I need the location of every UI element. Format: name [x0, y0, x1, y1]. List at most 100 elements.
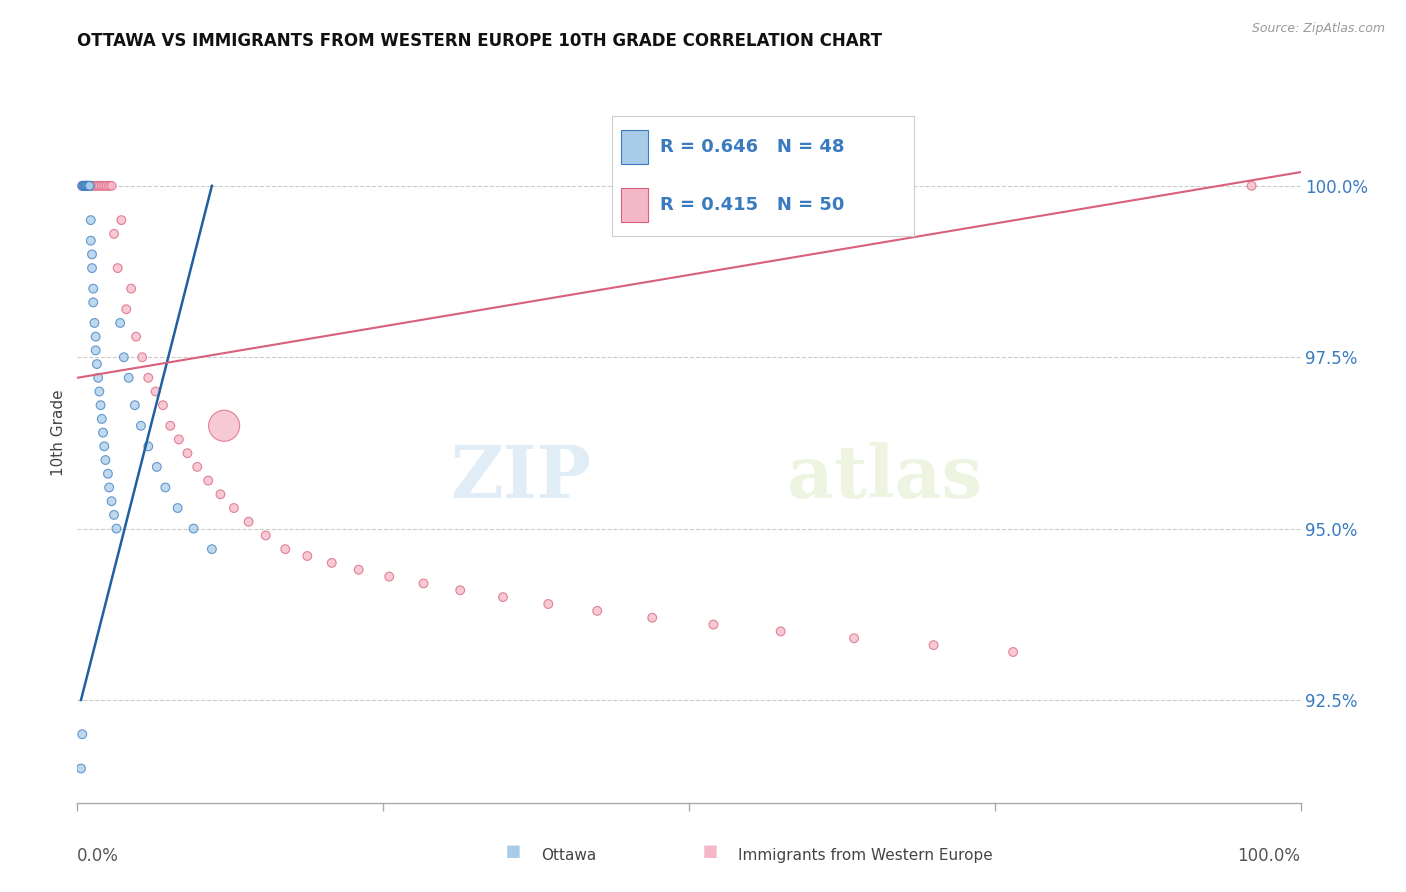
Point [537, 597, 560, 611]
Point [90, 398, 112, 412]
Point [77, 178, 100, 193]
Point [110, 213, 132, 227]
Point [176, 446, 198, 460]
Point [82, 282, 104, 296]
Point [94, 453, 117, 467]
FancyBboxPatch shape [620, 130, 648, 164]
Point [70, 178, 93, 193]
Point [167, 433, 190, 447]
Point [86, 357, 108, 371]
Text: ▪: ▪ [702, 839, 718, 863]
Point [586, 604, 609, 618]
Y-axis label: 10th Grade: 10th Grade [51, 389, 66, 476]
Point [112, 350, 135, 364]
Point [79, 178, 101, 193]
Text: atlas: atlas [787, 442, 981, 513]
Point [84, 343, 107, 358]
Point [80, 247, 103, 261]
Text: ▪: ▪ [505, 839, 522, 863]
Point [412, 576, 434, 591]
Point [91, 425, 114, 440]
Point [492, 590, 515, 604]
Point [98, 178, 121, 193]
Point [124, 398, 146, 412]
Point [641, 611, 664, 625]
Point [70, 178, 93, 193]
Point [136, 371, 159, 385]
Point [120, 282, 142, 296]
Point [297, 549, 319, 563]
Point [100, 178, 122, 193]
Point [378, 569, 401, 583]
Text: R = 0.415   N = 50: R = 0.415 N = 50 [659, 196, 845, 214]
Point [98, 480, 121, 494]
Point [89, 384, 111, 399]
Point [72, 178, 94, 193]
Text: OTTAWA VS IMMIGRANTS FROM WESTERN EUROPE 10TH GRADE CORRELATION CHART: OTTAWA VS IMMIGRANTS FROM WESTERN EUROPE… [77, 32, 883, 50]
Point [1240, 178, 1263, 193]
Point [72, 178, 94, 193]
Text: Ottawa: Ottawa [541, 848, 596, 863]
Text: 100.0%: 100.0% [1237, 847, 1301, 865]
Point [79, 178, 101, 193]
Point [70, 727, 93, 741]
Point [97, 467, 120, 481]
Point [201, 542, 224, 557]
Point [76, 178, 98, 193]
Point [449, 583, 471, 598]
Point [274, 542, 297, 557]
Text: Immigrants from Western Europe: Immigrants from Western Europe [738, 848, 993, 863]
Point [152, 398, 174, 412]
Point [83, 316, 105, 330]
Point [166, 501, 188, 516]
Point [90, 412, 112, 426]
Point [129, 418, 152, 433]
Point [87, 371, 110, 385]
Point [100, 494, 122, 508]
Point [209, 487, 232, 501]
Point [108, 316, 131, 330]
Point [84, 329, 107, 343]
Point [73, 178, 96, 193]
Point [79, 178, 101, 193]
Point [769, 624, 792, 639]
Point [222, 501, 245, 516]
Point [93, 439, 115, 453]
Point [155, 480, 177, 494]
Point [89, 178, 111, 193]
Point [146, 459, 169, 474]
Point [115, 302, 138, 317]
Point [82, 295, 104, 310]
Point [76, 178, 98, 193]
Point [86, 178, 108, 193]
Point [159, 418, 181, 433]
Point [131, 350, 153, 364]
Point [90, 178, 112, 193]
Point [1002, 645, 1025, 659]
Point [197, 474, 219, 488]
Point [93, 178, 115, 193]
Text: Source: ZipAtlas.com: Source: ZipAtlas.com [1251, 22, 1385, 36]
Point [186, 459, 208, 474]
Point [238, 515, 260, 529]
Text: R = 0.646   N = 48: R = 0.646 N = 48 [659, 138, 845, 156]
FancyBboxPatch shape [620, 188, 648, 222]
Point [183, 522, 205, 536]
Point [136, 439, 159, 453]
Point [73, 178, 96, 193]
Point [80, 178, 103, 193]
Point [842, 632, 865, 646]
Point [107, 261, 129, 276]
Point [125, 329, 148, 343]
Point [321, 556, 343, 570]
Point [80, 213, 103, 227]
Point [702, 617, 724, 632]
Point [75, 178, 97, 193]
Text: 0.0%: 0.0% [77, 847, 120, 865]
Point [145, 384, 167, 399]
Point [76, 178, 98, 193]
Point [73, 178, 96, 193]
Point [103, 227, 125, 241]
Point [70, 762, 93, 776]
Point [80, 261, 103, 276]
